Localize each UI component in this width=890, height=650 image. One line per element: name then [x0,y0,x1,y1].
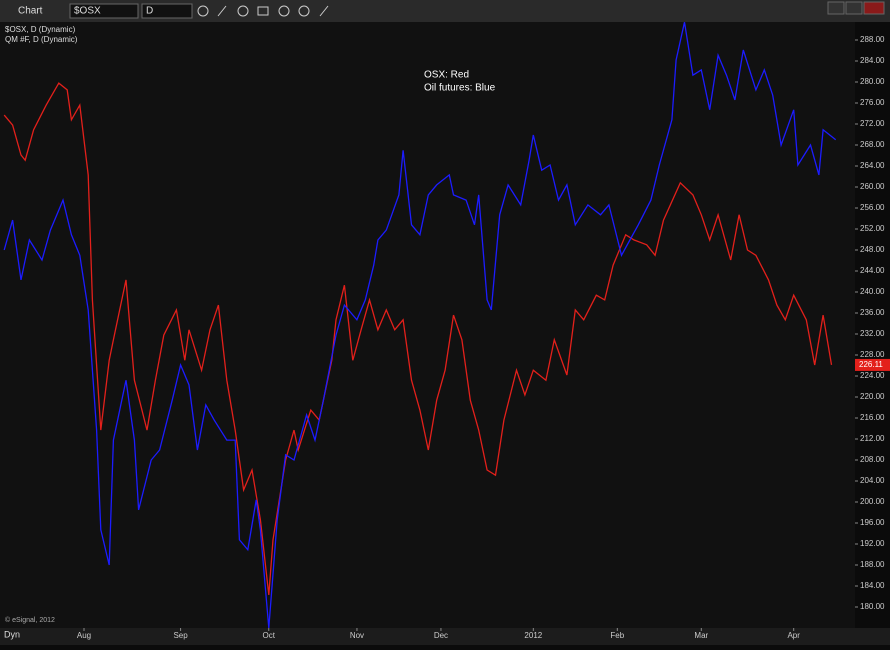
y-tick-label: 284.00 [860,56,885,65]
annotation: OSX: Red [424,70,469,81]
symbol-input[interactable]: $OSX [74,6,101,17]
mode-label[interactable]: Dyn [4,629,20,639]
y-tick-label: 240.00 [860,287,885,296]
y-tick-label: 188.00 [860,560,885,569]
x-tick-label: Feb [610,631,624,640]
interval-input[interactable]: D [146,6,153,17]
x-tick-label: Dec [434,631,448,640]
plot-area [0,22,855,628]
y-tick-label: 252.00 [860,224,885,233]
legend-entry: $OSX, D (Dynamic) [5,25,76,34]
legend-entry: QM #F, D (Dynamic) [5,35,78,44]
y-tick-label: 228.00 [860,350,885,359]
copyright: © eSignal, 2012 [5,616,55,624]
y-tick-label: 268.00 [860,140,885,149]
window-title: Chart [18,6,43,17]
y-tick-label: 220.00 [860,392,885,401]
y-tick-label: 244.00 [860,266,885,275]
y-tick-label: 248.00 [860,245,885,254]
series-line [3,82,833,595]
x-tick-label: Sep [173,631,188,640]
toolbar [0,0,890,22]
y-tick-label: 208.00 [860,455,885,464]
x-tick-label: Aug [77,631,91,640]
x-tick-label: Apr [787,631,800,640]
toolbar-icons[interactable] [197,5,329,17]
annotation: Oil futures: Blue [424,83,496,94]
y-tick-label: 184.00 [860,581,885,590]
y-tick-label: 288.00 [860,35,885,44]
y-tick-label: 180.00 [860,602,885,611]
x-tick-label: Nov [350,631,364,640]
y-tick-label: 204.00 [860,476,885,485]
y-tick-label: 232.00 [860,329,885,338]
y-tick-label: 272.00 [860,119,885,128]
y-tick-label: 264.00 [860,161,885,170]
x-tick-label: Oct [263,631,276,640]
last-value-tag [855,358,890,371]
window-buttons[interactable] [827,1,885,15]
interval-box[interactable] [141,3,193,19]
y-tick-label: 216.00 [860,413,885,422]
x-tick-label: Mar [694,631,708,640]
y-tick-label: 276.00 [860,98,885,107]
x-axis-panel [0,628,890,645]
y-tick-label: 256.00 [860,203,885,212]
y-tick-label: 196.00 [860,518,885,527]
last-value-label: 226.11 [859,360,883,369]
symbol-box[interactable] [69,3,139,19]
y-tick-label: 236.00 [860,308,885,317]
y-tick-label: 200.00 [860,497,885,506]
y-tick-label: 280.00 [860,77,885,86]
x-tick-label: 2012 [524,631,542,640]
y-tick-label: 224.00 [860,371,885,380]
series-line [3,22,837,629]
y-tick-label: 192.00 [860,539,885,548]
y-tick-label: 260.00 [860,182,885,191]
y-tick-label: 212.00 [860,434,885,443]
